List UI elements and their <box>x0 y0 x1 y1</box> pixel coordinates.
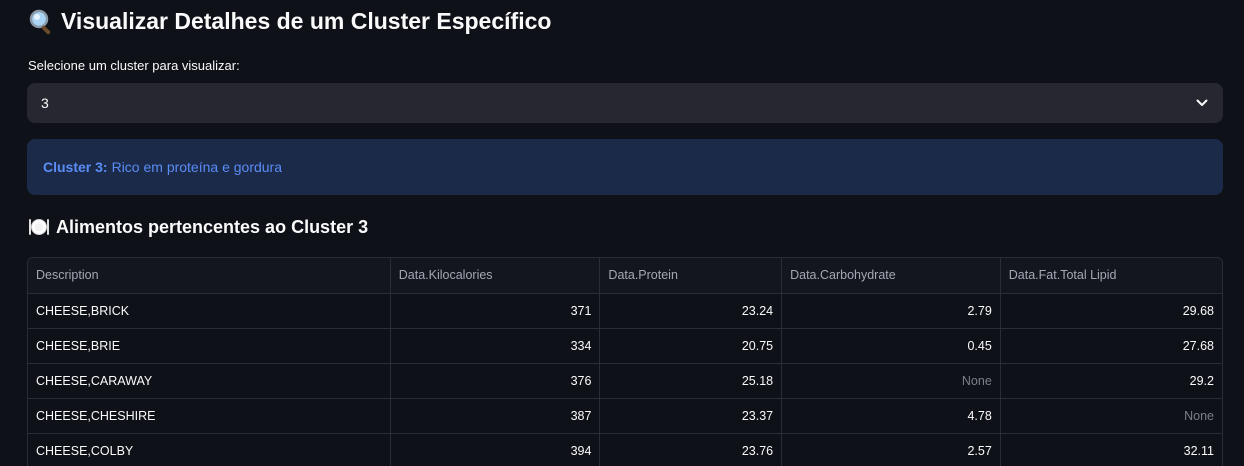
table-cell[interactable]: 25.18 <box>599 363 783 399</box>
cluster-info-label: Cluster 3: <box>43 159 108 175</box>
table-cell[interactable]: 2.57 <box>781 433 1001 466</box>
page-title-text: Visualizar Detalhes de um Cluster Especí… <box>61 8 552 34</box>
table-header-row: Description Data.Kilocalories Data.Prote… <box>28 258 1222 294</box>
chevron-down-icon <box>1195 96 1209 110</box>
table-cell[interactable]: 32.11 <box>1000 433 1222 466</box>
column-header[interactable]: Data.Carbohydrate <box>781 258 1001 294</box>
table-row: CHEESE,BRICK 371 23.24 2.79 29.68 <box>28 293 1222 329</box>
table-cell[interactable]: 376 <box>390 363 601 399</box>
table-cell[interactable]: CHEESE,CHESHIRE <box>28 398 391 434</box>
cluster-select-label: Selecione um cluster para visualizar: <box>28 58 240 73</box>
section-title-text: Alimentos pertencentes ao Cluster 3 <box>56 216 369 237</box>
section-title: Alimentos pertencentes ao Cluster 3 <box>28 216 368 238</box>
table-cell[interactable]: 29.68 <box>1000 293 1222 329</box>
table-row: CHEESE,BRIE 334 20.75 0.45 27.68 <box>28 328 1222 364</box>
table-cell[interactable]: None <box>781 363 1001 399</box>
table-cell[interactable]: CHEESE,CARAWAY <box>28 363 391 399</box>
page-title: Visualizar Detalhes de um Cluster Especí… <box>28 8 551 35</box>
table-row: CHEESE,CHESHIRE 387 23.37 4.78 None <box>28 398 1222 434</box>
table-cell[interactable]: CHEESE,BRICK <box>28 293 391 329</box>
table-cell[interactable]: 371 <box>390 293 601 329</box>
table-cell[interactable]: 29.2 <box>1000 363 1222 399</box>
table-cell[interactable]: None <box>1000 398 1222 434</box>
cluster-info-text: Rico em proteína e gordura <box>111 159 283 175</box>
table-cell[interactable]: 20.75 <box>599 328 783 364</box>
column-header[interactable]: Data.Fat.Total Lipid <box>1000 258 1222 294</box>
cluster-info-box: Cluster 3: Rico em proteína e gordura <box>27 139 1223 195</box>
column-header[interactable]: Description <box>28 258 391 294</box>
table-cell[interactable]: 2.79 <box>781 293 1001 329</box>
table-cell[interactable]: CHEESE,COLBY <box>28 433 391 466</box>
table-cell[interactable]: 0.45 <box>781 328 1001 364</box>
column-header[interactable]: Data.Protein <box>599 258 783 294</box>
table-cell[interactable]: 23.24 <box>599 293 783 329</box>
table-cell[interactable]: CHEESE,BRIE <box>28 328 391 364</box>
table-cell[interactable]: 394 <box>390 433 601 466</box>
column-header[interactable]: Data.Kilocalories <box>390 258 601 294</box>
cluster-foods-table[interactable]: Description Data.Kilocalories Data.Prote… <box>27 257 1223 466</box>
table-cell[interactable]: 4.78 <box>781 398 1001 434</box>
cluster-select[interactable]: 3 <box>27 83 1223 123</box>
table-row: CHEESE,COLBY 394 23.76 2.57 32.11 <box>28 433 1222 466</box>
table-cell[interactable]: 23.76 <box>599 433 783 466</box>
magnifier-icon <box>28 8 55 35</box>
table-cell[interactable]: 387 <box>390 398 601 434</box>
table-cell[interactable]: 23.37 <box>599 398 783 434</box>
table-cell[interactable]: 334 <box>390 328 601 364</box>
cluster-select-value: 3 <box>41 95 49 111</box>
plate-cutlery-icon <box>28 216 50 238</box>
table-row: CHEESE,CARAWAY 376 25.18 None 29.2 <box>28 363 1222 399</box>
table-cell[interactable]: 27.68 <box>1000 328 1222 364</box>
